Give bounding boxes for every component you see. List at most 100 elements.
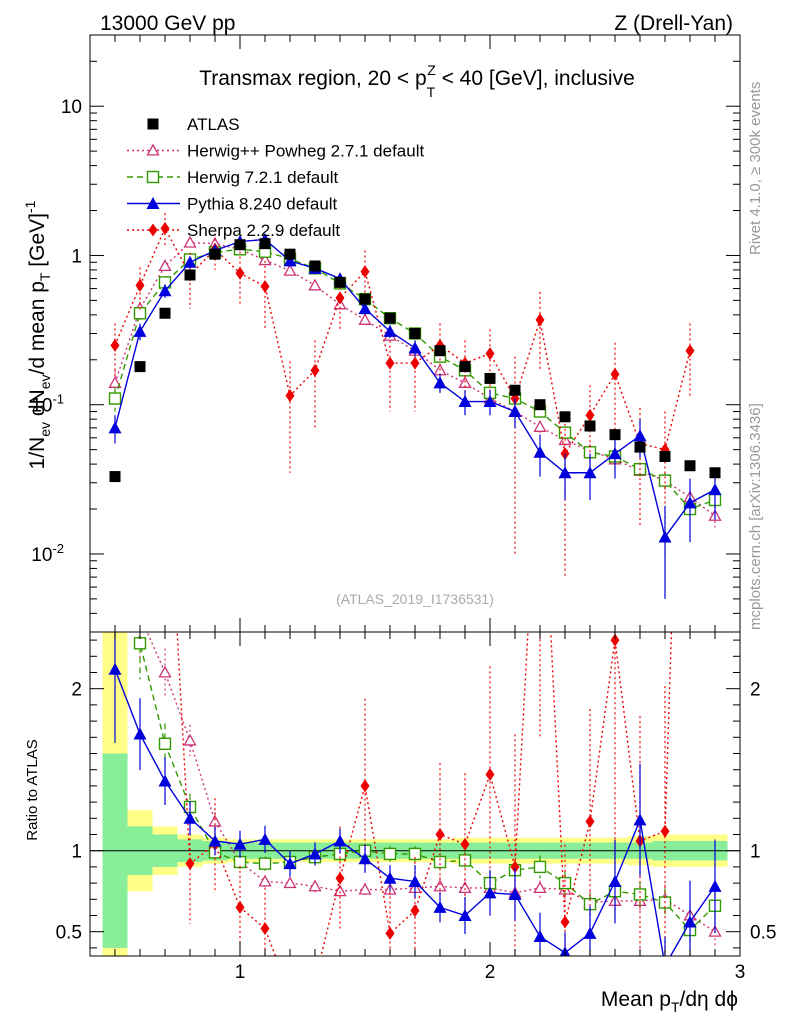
point-atlas [709,467,721,479]
ratio-point-pythia-8-240-default [708,879,722,892]
point-herwig-powheg-2-7-1-default [258,253,272,266]
ratio-point-herwig-7-2-1-default [383,847,397,861]
ratio-point-sherpa-2-2-9-default [385,926,395,940]
ratio-point-sherpa-2-2-9-default [185,857,195,871]
ratio-point-pythia-8-240-default [308,847,322,860]
point-atlas [384,312,396,324]
ratio-point-herwig-7-2-1-default [433,855,447,869]
ratio-point-pythia-8-240-default [258,832,272,845]
point-sherpa-2-2-9-default [285,389,295,403]
point-atlas [434,345,446,357]
point-atlas [634,441,646,453]
ratio-point-pythia-8-240-default [108,662,122,675]
point-atlas [584,420,596,432]
point-sherpa-2-2-9-default [535,313,545,327]
point-atlas [359,293,371,305]
point-atlas [134,361,146,373]
ratio-point-pythia-8-240-default [408,874,422,887]
point-sherpa-2-2-9-default [235,266,245,280]
ratio-point-herwig-7-2-1-default [533,860,547,874]
ratio-point-sherpa-2-2-9-default [435,828,445,841]
x-tick-label: 1 [235,962,246,983]
point-herwig-powheg-2-7-1-default [158,259,172,272]
ratio-point-herwig-powheg-2-7-1-default [208,814,222,827]
ratio-point-pythia-8-240-default [208,834,222,847]
point-pythia-8-240-default [483,395,497,408]
point-herwig-7-2-1-default [558,426,572,439]
mcplots-label: mcplots.cern.ch [arXiv:1306.3436] [747,403,764,630]
y-tick-label: 1 [71,246,82,267]
legend-marker-atlas [147,118,159,130]
ratio-point-pythia-8-240-default [583,926,597,939]
y-axis-label-ratio: Ratio to ATLAS [24,739,41,840]
legend: ATLAS Herwig++ Powheg 2.7.1 default Herwig… [127,115,424,240]
ratio-point-pythia-8-240-default [233,837,247,850]
ratio-point-pythia-8-240-default [183,811,197,824]
ratio-point-sherpa-2-2-9-default [660,824,670,838]
point-atlas [684,460,696,472]
ratio-point-herwig-powheg-2-7-1-default [358,882,372,895]
ratio-point-sherpa-2-2-9-default [335,871,345,885]
point-pythia-8-240-default [658,530,672,543]
point-atlas [659,450,671,462]
legend-label-atlas: ATLAS [187,115,240,134]
ratio-point-sherpa-2-2-9-default [485,768,495,782]
point-pythia-8-240-default [133,324,147,337]
point-pythia-8-240-default [683,496,697,509]
ratio-point-sherpa-2-2-9-default [410,904,420,918]
ratio-tick-label: 2 [71,680,82,701]
y-tick-label: 10 [61,97,82,118]
ratio-point-sherpa-2-2-9-default [585,815,595,829]
ratio-point-herwig-powheg-2-7-1-default [533,881,547,894]
ratio-point-herwig-7-2-1-default [158,737,172,750]
legend-marker-herwig-7-2-1-default [146,170,160,184]
ratio-point-pythia-8-240-default [383,871,397,884]
point-sherpa-2-2-9-default [585,408,595,422]
point-pythia-8-240-default [108,421,122,434]
legend-marker-pythia-8-240-default [146,197,160,209]
point-atlas [109,471,121,483]
ratio-point-pythia-8-240-default [483,886,497,899]
header-right: Z (Drell-Yan) [614,12,733,35]
analysis-watermark: (ATLAS_2019_I1736531) [336,591,494,607]
top-series-group [108,213,722,599]
point-pythia-8-240-default [408,341,422,354]
ratio-tick-label-right: 0.5 [750,923,776,944]
legend-label-herwig-7-2-1-default: Herwig 7.2.1 default [187,168,338,187]
point-sherpa-2-2-9-default [410,356,420,370]
ratio-point-herwig-powheg-2-7-1-default [308,879,322,892]
ratio-point-herwig-7-2-1-default [133,637,147,650]
y-axis-label-top: 1/Nev dNev/d mean pT [GeV]-1 [22,200,53,469]
ratio-point-herwig-7-2-1-default [408,847,422,861]
point-herwig-powheg-2-7-1-default [283,263,297,276]
ratio-point-herwig-7-2-1-default [558,876,572,890]
point-pythia-8-240-default [458,395,472,408]
point-atlas [259,238,271,250]
point-herwig-powheg-2-7-1-default [183,235,197,248]
point-pythia-8-240-default [283,254,297,267]
ratio-point-sherpa-2-2-9-default [235,900,245,914]
ratio-point-pythia-8-240-default [533,930,547,943]
ratio-point-herwig-powheg-2-7-1-default [258,874,272,887]
point-herwig-powheg-2-7-1-default [533,420,547,432]
x-axis-label: Mean pT/dη dϕ [601,988,738,1015]
point-pythia-8-240-default [633,429,647,442]
point-sherpa-2-2-9-default [335,291,345,305]
ratio-point-sherpa-2-2-9-default [360,779,370,793]
ratio-point-pythia-8-240-default [333,834,347,847]
point-atlas [559,411,571,423]
point-atlas [484,372,496,384]
point-sherpa-2-2-9-default [160,221,170,235]
point-pythia-8-240-default [583,466,597,479]
point-pythia-8-240-default [183,255,197,268]
ratio-point-herwig-powheg-2-7-1-default [158,665,172,678]
legend-marker-sherpa-2-2-9-default [148,223,158,237]
point-atlas [334,276,346,288]
legend-marker-herwig-powheg-2-7-1-default [146,143,160,156]
ratio-point-pythia-8-240-default [458,909,472,921]
point-pythia-8-240-default [533,445,547,458]
point-sherpa-2-2-9-default [685,344,695,358]
point-herwig-7-2-1-default [108,392,122,405]
point-herwig-powheg-2-7-1-default [108,376,122,388]
